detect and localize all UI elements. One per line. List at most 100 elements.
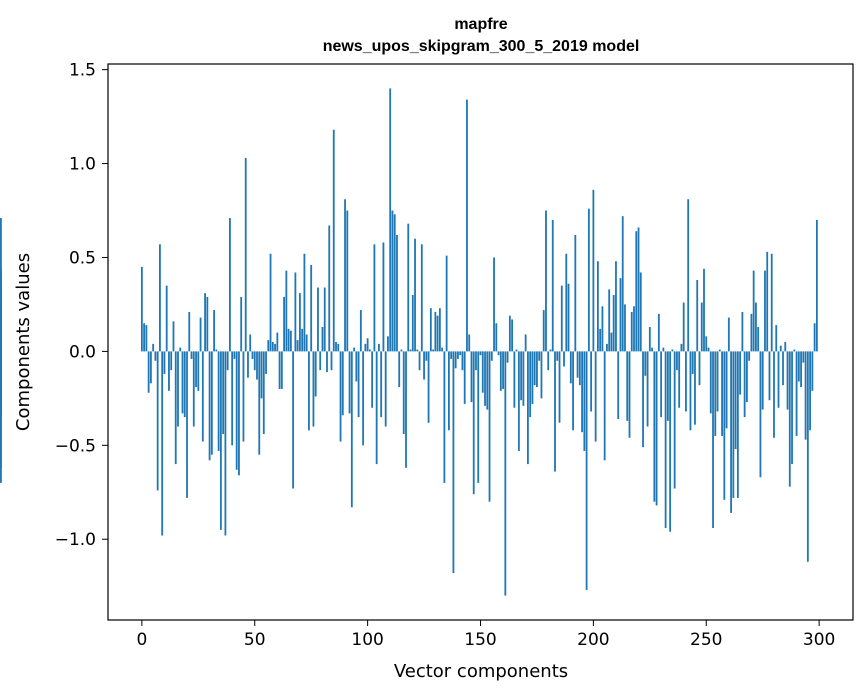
bar: [700, 302, 703, 352]
bar: [366, 338, 369, 352]
bar: [224, 351, 227, 536]
bar: [784, 342, 787, 352]
bar: [705, 336, 708, 352]
bar: [558, 351, 561, 423]
bar: [572, 351, 574, 431]
bar: [761, 351, 764, 410]
bar: [262, 351, 265, 435]
bar: [633, 306, 635, 352]
bar: [149, 351, 152, 384]
bar: [317, 287, 319, 352]
bar: [447, 351, 450, 431]
bar: [596, 261, 599, 352]
bar: [305, 334, 308, 352]
bar: [470, 351, 473, 403]
bar: [592, 189, 595, 352]
bar: [490, 351, 493, 361]
bar: [694, 351, 696, 425]
bar: [432, 349, 434, 352]
bar: [782, 351, 784, 386]
bar: [215, 349, 218, 352]
bar: [624, 304, 626, 352]
bar: [161, 351, 164, 536]
bar: [520, 351, 523, 401]
bar: [154, 351, 157, 361]
bar: [793, 349, 796, 352]
bar: [229, 218, 231, 352]
bar: [159, 244, 161, 352]
bar: [549, 349, 552, 352]
bar: [773, 351, 775, 438]
bar: [524, 334, 527, 352]
bar: [375, 351, 378, 465]
bar: [353, 347, 355, 352]
bar: [429, 308, 432, 352]
bar: [163, 351, 166, 374]
bar: [567, 283, 570, 352]
bar: [341, 351, 344, 416]
bar: [703, 268, 705, 352]
bar: [556, 351, 559, 361]
bar: [0, 293, 2, 352]
bar: [477, 351, 480, 483]
bar: [251, 351, 254, 359]
bar: [332, 129, 335, 352]
bar: [513, 351, 516, 408]
y-axis-label: Components values: [13, 253, 34, 431]
bar: [802, 351, 805, 363]
bar: [739, 351, 742, 395]
bar: [599, 328, 602, 352]
bar: [321, 326, 324, 352]
bar: [244, 157, 247, 352]
bar: [506, 351, 509, 363]
x-axis-ticks: 0 50 100 150 200 250 300: [136, 620, 835, 650]
bar: [779, 345, 782, 352]
bar: [402, 351, 405, 435]
bar: [585, 351, 588, 590]
bar: [786, 351, 789, 410]
bar: [797, 351, 800, 382]
bar: [610, 332, 613, 352]
bar: [547, 351, 550, 371]
bar: [359, 310, 362, 352]
bar: [373, 244, 376, 352]
chart-title: mapfre: [454, 16, 507, 33]
bar: [174, 351, 177, 465]
bar: [565, 253, 568, 352]
bar: [213, 310, 216, 352]
bar: [303, 253, 306, 352]
bar: [206, 296, 209, 352]
bar: [382, 242, 385, 352]
bar: [265, 351, 267, 374]
bar: [393, 214, 396, 352]
bar: [669, 351, 672, 532]
y-tick-label: 1.5: [69, 61, 96, 81]
bar: [364, 343, 367, 352]
bar: [427, 351, 430, 423]
bar: [145, 325, 148, 352]
bar: [671, 349, 674, 352]
bar: [698, 351, 701, 386]
bar: [296, 340, 299, 352]
bar: [387, 336, 389, 352]
bar: [743, 351, 746, 418]
bar: [486, 351, 489, 410]
bar: [615, 261, 617, 352]
bar: [560, 285, 563, 352]
bar: [594, 351, 597, 442]
bar: [475, 351, 477, 371]
bar: [143, 323, 146, 352]
bar: [249, 334, 252, 352]
bar: [391, 210, 394, 352]
bar: [727, 317, 730, 352]
bar: [646, 351, 649, 427]
bar: [217, 351, 220, 451]
bar: [583, 351, 586, 451]
bar: [195, 351, 197, 388]
x-tick-label: 0: [136, 630, 147, 650]
bar: [655, 351, 658, 506]
bar: [691, 351, 694, 374]
x-axis-label: Vector components: [394, 661, 568, 682]
bar: [357, 351, 360, 418]
y-tick-label: 0.5: [69, 248, 96, 268]
